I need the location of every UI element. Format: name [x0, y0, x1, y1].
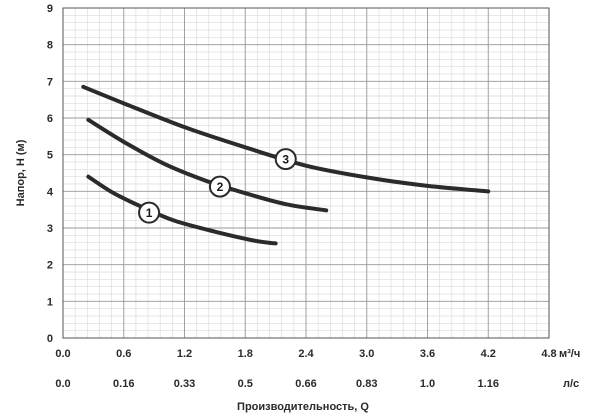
curve-1 — [86, 174, 278, 246]
x-tick-label: 3.6 — [420, 348, 435, 360]
curve-markers: 1 2 3 — [138, 148, 297, 224]
x-tick-label-secondary: 0.5 — [238, 378, 253, 390]
x-tick-label: 4.8 — [541, 348, 556, 360]
curve-marker-2: 2 — [208, 175, 231, 198]
y-tick-label: 9 — [47, 3, 53, 15]
y-tick-label: 5 — [47, 150, 53, 162]
y-tick-label: 3 — [47, 223, 53, 235]
x-tick-label: 1.2 — [177, 348, 192, 360]
curve-2 — [86, 117, 329, 213]
y-axis-label: Напор, H (м) — [15, 139, 27, 206]
x-tick-label: 1.8 — [238, 348, 253, 360]
x-tick-label-secondary: 0.16 — [113, 378, 134, 390]
marker-circle — [138, 201, 161, 224]
y-tick-label: 7 — [47, 76, 53, 88]
x-axis-ticks-primary: 0.0 0.6 1.2 1.8 2.4 3.0 3.6 4.2 4.8 — [55, 348, 556, 360]
x-tick-label-secondary: 0.66 — [295, 378, 316, 390]
x-axis-ticks-secondary: 0.0 0.16 0.33 0.5 0.66 0.83 1.0 1.16 — [55, 378, 499, 390]
x-tick-label: 0.0 — [55, 348, 70, 360]
curve-3 — [81, 84, 491, 194]
plot-frame — [62, 7, 550, 339]
marker-label: 1 — [146, 206, 153, 220]
y-tick-label: 6 — [47, 113, 53, 125]
marker-circle — [274, 148, 297, 171]
x-tick-label-secondary: 1.0 — [420, 378, 435, 390]
y-tick-label: 8 — [47, 40, 53, 52]
x-tick-label-secondary: 0.0 — [55, 378, 70, 390]
curves — [81, 84, 491, 246]
x-tick-label-secondary: 0.83 — [356, 378, 377, 390]
curve-marker-1: 1 — [138, 201, 161, 224]
y-tick-label: 1 — [47, 296, 53, 308]
x-tick-label-secondary: 0.33 — [174, 378, 195, 390]
marker-label: 3 — [282, 153, 289, 167]
marker-label: 2 — [217, 180, 224, 194]
x-tick-label: 4.2 — [481, 348, 496, 360]
x-tick-label: 3.0 — [359, 348, 374, 360]
curve-marker-3: 3 — [274, 148, 297, 171]
y-tick-label: 2 — [47, 260, 53, 272]
y-tick-label: 0 — [47, 333, 53, 345]
x-axis-label: Производительность, Q — [237, 401, 369, 413]
x-tick-label-secondary: 1.16 — [478, 378, 499, 390]
x-unit-secondary: л/с — [563, 378, 579, 390]
x-tick-label: 2.4 — [298, 348, 314, 360]
marker-circle — [208, 175, 231, 198]
x-unit-primary: м³/ч — [559, 348, 580, 360]
y-tick-label: 4 — [47, 186, 54, 198]
y-axis-ticks: 0 1 2 3 4 5 6 7 8 9 — [47, 3, 54, 345]
x-tick-label: 0.6 — [116, 348, 131, 360]
